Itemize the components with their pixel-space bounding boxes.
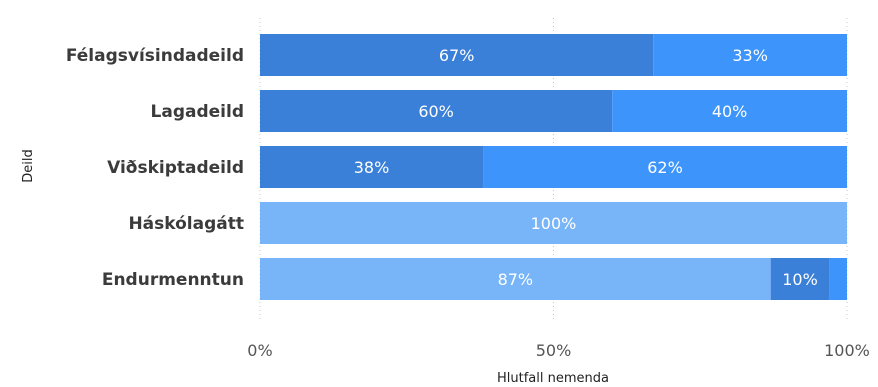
data-label: 67% xyxy=(439,46,475,65)
data-label: 10% xyxy=(782,270,818,289)
bar-segment xyxy=(829,258,847,300)
bar-segment xyxy=(260,202,847,244)
category-label: Viðskiptadeild xyxy=(107,158,244,178)
bars: 67% 33% 60% 40% 38% 62% 100% 87% 10% xyxy=(260,34,847,300)
category-label: Háskólagátt xyxy=(128,214,244,234)
bar-segment xyxy=(612,90,847,132)
category-label: Lagadeild xyxy=(151,102,244,122)
x-tick-labels: 0% 50% 100% xyxy=(247,341,870,360)
data-label: 40% xyxy=(712,102,748,121)
category-label: Félagsvísindadeild xyxy=(66,46,244,66)
data-label: 38% xyxy=(354,158,390,177)
data-label: 62% xyxy=(647,158,683,177)
bar-segment xyxy=(260,146,484,188)
bar-segment xyxy=(260,34,654,76)
bar-segment xyxy=(260,258,771,300)
bar-segment xyxy=(770,258,830,300)
data-label: 60% xyxy=(418,102,454,121)
data-label: 87% xyxy=(498,270,534,289)
x-axis-title: Hlutfall nemenda xyxy=(497,371,609,386)
bar-segment xyxy=(260,90,613,132)
category-label: Endurmenntun xyxy=(102,270,244,290)
data-label: 100% xyxy=(531,214,577,233)
x-tick-label: 100% xyxy=(824,341,870,360)
bar-segment xyxy=(483,146,847,188)
y-axis-title: Deild xyxy=(21,149,36,182)
category-labels: Félagsvísindadeild Lagadeild Viðskiptadeil… xyxy=(66,46,244,290)
data-label: 33% xyxy=(732,46,768,65)
x-tick-label: 50% xyxy=(536,341,572,360)
x-tick-label: 0% xyxy=(247,341,272,360)
bar-segment xyxy=(653,34,847,76)
